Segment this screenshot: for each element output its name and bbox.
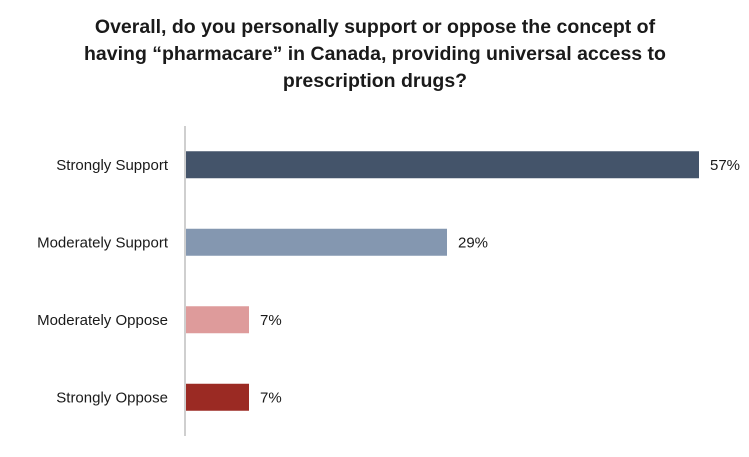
bar-strongly-support <box>186 151 699 179</box>
chart-title-line-2: having “pharmacare” in Canada, providing… <box>84 43 666 65</box>
chart-title-line-1: Overall, do you personally support or op… <box>94 16 656 38</box>
bar-moderately-oppose <box>186 306 249 334</box>
value-label: 7% <box>260 389 282 406</box>
category-label: Strongly Oppose <box>56 389 168 406</box>
value-label: 29% <box>458 234 488 251</box>
category-label: Strongly Support <box>56 157 169 174</box>
value-label: 57% <box>710 157 740 174</box>
value-label: 7% <box>260 312 282 329</box>
chart-title: Overall, do you personally support or op… <box>40 14 710 95</box>
chart-title-line-3: prescription drugs? <box>282 70 468 92</box>
bar-strongly-oppose <box>186 383 249 411</box>
bar-moderately-support <box>186 228 447 256</box>
category-label: Moderately Support <box>37 234 169 251</box>
category-label: Moderately Oppose <box>37 312 168 329</box>
